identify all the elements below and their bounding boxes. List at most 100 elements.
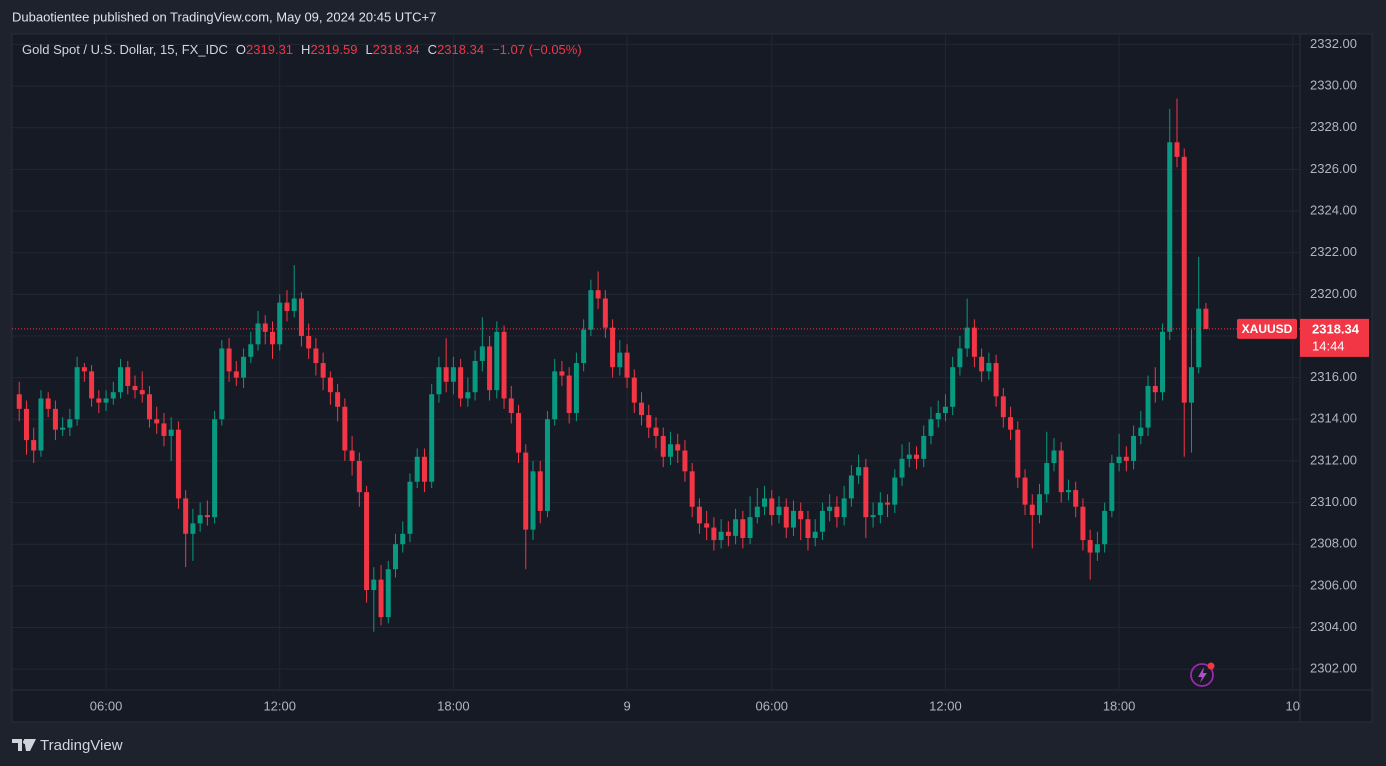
candle-body [1160, 331, 1166, 393]
candle-body [197, 515, 203, 524]
candle-body [667, 444, 673, 457]
candle-body [96, 398, 102, 403]
x-tick-label: 9 [623, 698, 630, 713]
candle-body [1080, 506, 1086, 541]
candle-body [537, 471, 543, 511]
candle-body [805, 519, 811, 538]
symbol-tag-label: XAUUSD [1242, 322, 1293, 336]
candle-body [67, 419, 73, 428]
candle-body [733, 519, 739, 536]
x-tick-label: 12:00 [929, 698, 962, 713]
candle-body [899, 458, 905, 478]
candle-body [1181, 156, 1187, 403]
candle-body [320, 363, 326, 378]
candle-body [1152, 385, 1158, 393]
candle-body [414, 456, 420, 482]
candle-body [588, 290, 594, 330]
candle-body [284, 302, 290, 311]
candle-body [335, 392, 341, 407]
candle-body [928, 419, 934, 436]
candle-body [921, 435, 927, 459]
candle-body [1058, 450, 1064, 493]
symbol-tag [1237, 318, 1297, 339]
price-tag-value: 2318.34 [1312, 321, 1360, 336]
y-tick-label: 2302.00 [1310, 661, 1357, 676]
candle-body [204, 515, 210, 518]
candle-body [154, 419, 160, 424]
candle-body [812, 531, 818, 538]
candle-body [212, 419, 218, 518]
legend-label: O [236, 42, 246, 57]
candle-body [132, 385, 138, 391]
candle-body [407, 481, 413, 534]
candle-body [602, 298, 608, 328]
candle-body [349, 450, 355, 461]
candle-body [892, 477, 898, 505]
candle-body [233, 371, 239, 378]
y-tick-label: 2328.00 [1310, 119, 1357, 134]
candle-body [754, 506, 760, 518]
candle-body [776, 506, 782, 516]
candle-body [877, 502, 883, 516]
candle-body [1145, 385, 1151, 428]
candle-body [31, 440, 37, 451]
y-tick-label: 2316.00 [1310, 369, 1357, 384]
candle-body [219, 348, 225, 420]
candle-body [342, 406, 348, 451]
candle-body [950, 367, 956, 407]
candle-body [378, 579, 384, 618]
candle-body [269, 331, 275, 345]
candle-body [1037, 494, 1043, 516]
candle-body [581, 329, 587, 364]
y-tick-label: 2332.00 [1310, 36, 1357, 51]
candle-body [364, 492, 370, 591]
candle-body [1203, 308, 1209, 329]
candle-body [89, 371, 95, 399]
candle-body [1051, 450, 1057, 464]
candle-body [226, 348, 232, 372]
candle-body [856, 467, 862, 476]
candle-body [255, 323, 261, 345]
candle-body [1167, 142, 1173, 332]
candle-body [516, 413, 522, 453]
candle-body [175, 429, 181, 499]
candle-body [1065, 490, 1071, 493]
candle-body [798, 510, 804, 520]
candle-body [573, 363, 579, 414]
x-tick-label: 06:00 [756, 698, 789, 713]
candle-body [38, 398, 44, 451]
y-tick-label: 2326.00 [1310, 161, 1357, 176]
price-tag-countdown: 14:44 [1312, 338, 1345, 353]
candle-body [1109, 463, 1115, 511]
brand-logo [12, 739, 36, 751]
candle-body [465, 392, 471, 399]
candle-body [1174, 142, 1180, 157]
candle-body [841, 498, 847, 518]
candle-body [747, 517, 753, 538]
candle-body [646, 415, 652, 428]
legend-label: C [428, 42, 437, 57]
candle-body [1015, 429, 1021, 478]
candle-body [544, 419, 550, 511]
candle-body [1188, 367, 1194, 403]
candle-body [458, 367, 464, 399]
candle-body [1029, 504, 1035, 516]
y-tick-label: 2320.00 [1310, 286, 1357, 301]
candle-body [552, 371, 558, 420]
candle-body [139, 390, 145, 395]
candle-body [711, 527, 717, 541]
candle-body [783, 506, 789, 528]
candle-body [393, 544, 399, 570]
legend-label: H [301, 42, 310, 57]
candle-body [906, 454, 912, 459]
candle-body [971, 327, 977, 357]
y-tick-label: 2308.00 [1310, 536, 1357, 551]
candle-body [617, 352, 623, 368]
y-tick-label: 2330.00 [1310, 78, 1357, 93]
grid [12, 34, 1300, 690]
price-tag [1300, 318, 1369, 357]
candle-body [1196, 308, 1202, 368]
candle-body [74, 367, 80, 420]
candle-body [443, 367, 449, 382]
candle-body [660, 435, 666, 457]
